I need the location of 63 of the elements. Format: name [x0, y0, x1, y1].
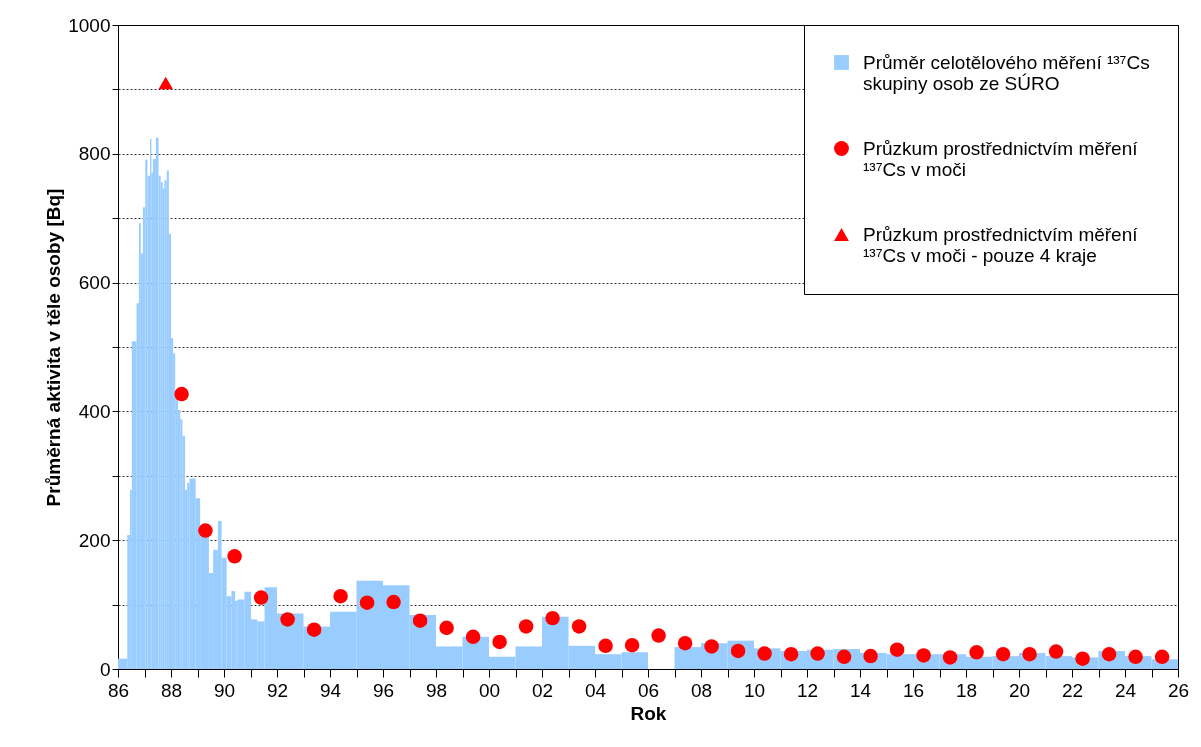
point: [942, 650, 958, 665]
point: [158, 76, 173, 90]
point: [198, 523, 213, 538]
point: [253, 590, 269, 605]
x-tick-label: 12: [796, 679, 819, 701]
point: [386, 594, 401, 610]
point: [704, 639, 719, 654]
x-tick-label: 18: [955, 679, 978, 701]
y-tick-label: 1000: [68, 14, 111, 36]
point: [439, 620, 454, 636]
x-tick-label: 96: [372, 679, 395, 701]
x-tick-label: 24: [1114, 679, 1137, 701]
point: [492, 634, 507, 650]
x-tick-label: 08: [690, 679, 713, 701]
point: [1075, 651, 1090, 666]
point: [571, 619, 587, 634]
point: [889, 642, 905, 657]
x-tick-label: 20: [1008, 679, 1031, 701]
legend-label: Průzkum prostřednictvím měření ¹³⁷Cs v moči - pouze 4 kraje: [863, 223, 1139, 266]
y-axis-title: Průměrná aktivita v těle osoby [Bq]: [43, 188, 65, 507]
point: [1048, 644, 1064, 659]
point: [969, 645, 984, 660]
x-tick-label: 94: [319, 679, 342, 701]
y-tick-label: 800: [78, 143, 111, 165]
point: [227, 549, 242, 564]
x-tick-label: 98: [425, 679, 448, 701]
point: [333, 589, 348, 604]
legend-label: Průměr celotělového měření ¹³⁷Cs skupiny osob ze SÚRO: [863, 51, 1150, 94]
x-tick-label: 14: [849, 679, 872, 701]
y-tick-label: 200: [78, 529, 111, 551]
point: [359, 595, 375, 610]
point: [465, 629, 481, 645]
point: [916, 648, 931, 663]
x-tick-label: 02: [531, 679, 554, 701]
point: [174, 386, 189, 402]
x-tick-label: 16: [902, 679, 925, 701]
point: [995, 646, 1011, 662]
legend-label: Průzkum prostřednictvím měření ¹³⁷Cs v moči: [863, 137, 1139, 180]
point: [598, 638, 613, 654]
point: [518, 619, 534, 634]
x-tick-label: 26: [1167, 679, 1190, 701]
y-tick-label: 600: [78, 272, 111, 294]
x-tick-label: 86: [107, 679, 130, 701]
point: [306, 622, 322, 637]
x-tick-label: 06: [637, 679, 660, 701]
x-tick-label: 92: [266, 679, 289, 701]
point: [677, 636, 693, 651]
y-tick-label: 0: [99, 658, 111, 680]
point: [1154, 649, 1170, 664]
x-tick-label: 22: [1061, 679, 1084, 701]
x-tick-label: 90: [213, 679, 236, 701]
point: [1128, 649, 1143, 664]
point: [545, 610, 560, 626]
x-tick-label: 88: [160, 679, 183, 701]
point: [651, 628, 666, 643]
y-tick-label: 400: [78, 400, 111, 422]
point: [280, 612, 295, 627]
x-axis-title: Rok: [630, 702, 667, 724]
x-tick-label: 10: [743, 679, 766, 701]
x-tick-label: 04: [584, 679, 607, 701]
x-tick-label: 00: [478, 679, 501, 701]
point: [412, 613, 428, 628]
point: [624, 637, 640, 653]
